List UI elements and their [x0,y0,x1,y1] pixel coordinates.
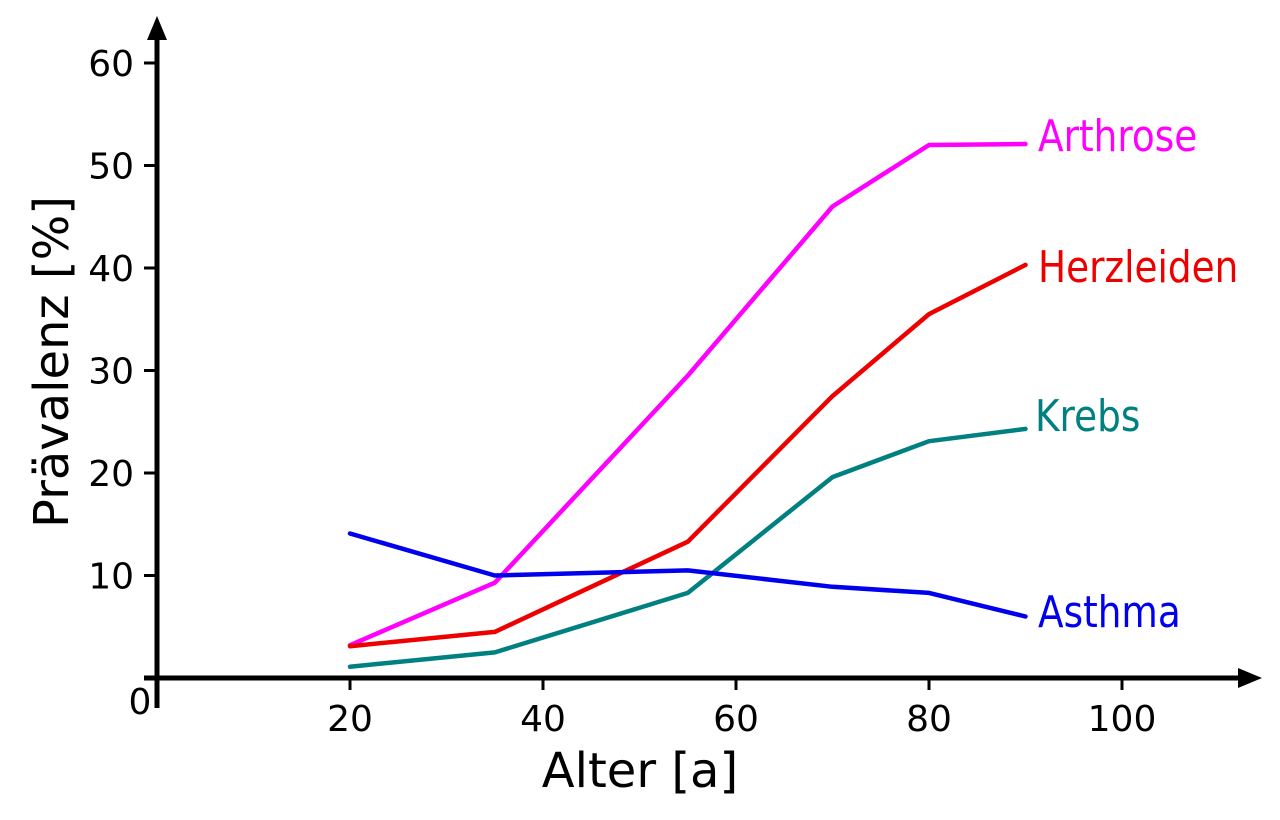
origin-label: 0 [129,682,152,723]
series-line-herzleiden [347,262,1028,649]
x-tick-label: 60 [713,699,759,740]
x-tick-label: 40 [520,699,566,740]
y-tick-label: 40 [88,249,134,290]
y-axis-title: Prävalenz [%] [24,196,80,528]
x-axis-title: Alter [a] [542,743,738,799]
x-ticks: 20 40 60 80 100 [327,678,1156,740]
axes [144,16,1262,708]
series-line-asthma [347,531,1028,619]
x-tick-label: 100 [1088,699,1157,740]
y-axis-arrow [147,16,167,40]
y-tick-label: 50 [88,147,134,188]
series-label-asthma: Asthma [1038,586,1181,638]
y-tick-label: 60 [88,44,134,85]
series-lines: Arthrose Herzleiden Krebs Asthma [347,110,1238,669]
y-ticks: 10 20 30 40 50 60 [88,44,157,598]
x-tick-label: 80 [906,699,952,740]
y-tick-label: 30 [88,352,134,393]
x-axis-arrow [1238,668,1262,688]
y-tick-label: 10 [88,557,134,598]
x-tick-label: 20 [327,699,373,740]
series-label-arthrose: Arthrose [1038,110,1197,162]
series-label-herzleiden: Herzleiden [1038,241,1238,293]
series-line-krebs [347,426,1028,669]
y-tick-label: 20 [88,454,134,495]
series-line-arthrose [347,141,1028,648]
series-label-krebs: Krebs [1035,390,1140,442]
